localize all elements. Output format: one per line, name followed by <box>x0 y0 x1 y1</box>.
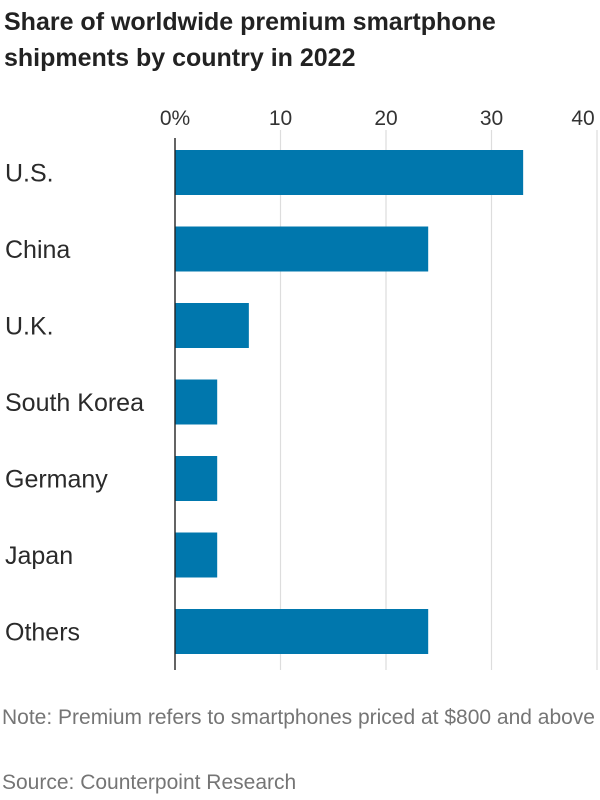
gridlines <box>279 130 598 670</box>
chart-note: Note: Premium refers to smartphones pric… <box>2 706 595 729</box>
tick-label: 0% <box>160 107 190 130</box>
tick-labels: 0% 10 20 30 40 <box>160 107 595 130</box>
tick-label: 10 <box>269 107 292 130</box>
bar <box>175 456 218 501</box>
chart-source: Source: Counterpoint Research <box>2 771 297 794</box>
bar <box>175 609 429 654</box>
bar <box>175 150 524 195</box>
category-label: China <box>5 236 70 264</box>
category-label: U.K. <box>5 313 54 341</box>
bar-chart: 0% 10 20 30 40 U.S. China U.K. South Korea Germa… <box>5 107 598 670</box>
bar <box>175 379 218 425</box>
bars <box>175 150 524 654</box>
bar <box>175 532 218 578</box>
tick-label: 30 <box>480 107 503 130</box>
category-label: U.S. <box>5 160 54 188</box>
category-label: South Korea <box>5 389 144 417</box>
tick-label: 20 <box>374 107 397 130</box>
category-label: Germany <box>5 466 108 494</box>
tick-label: 40 <box>571 107 594 130</box>
bar <box>175 303 249 348</box>
category-label: Others <box>5 619 80 647</box>
category-label: Japan <box>5 542 73 570</box>
category-labels: U.S. China U.K. South Korea Germany Japan Othe… <box>5 160 144 647</box>
bar <box>175 226 429 272</box>
chart-title: Share of worldwide premium smartphone sh… <box>4 8 496 72</box>
